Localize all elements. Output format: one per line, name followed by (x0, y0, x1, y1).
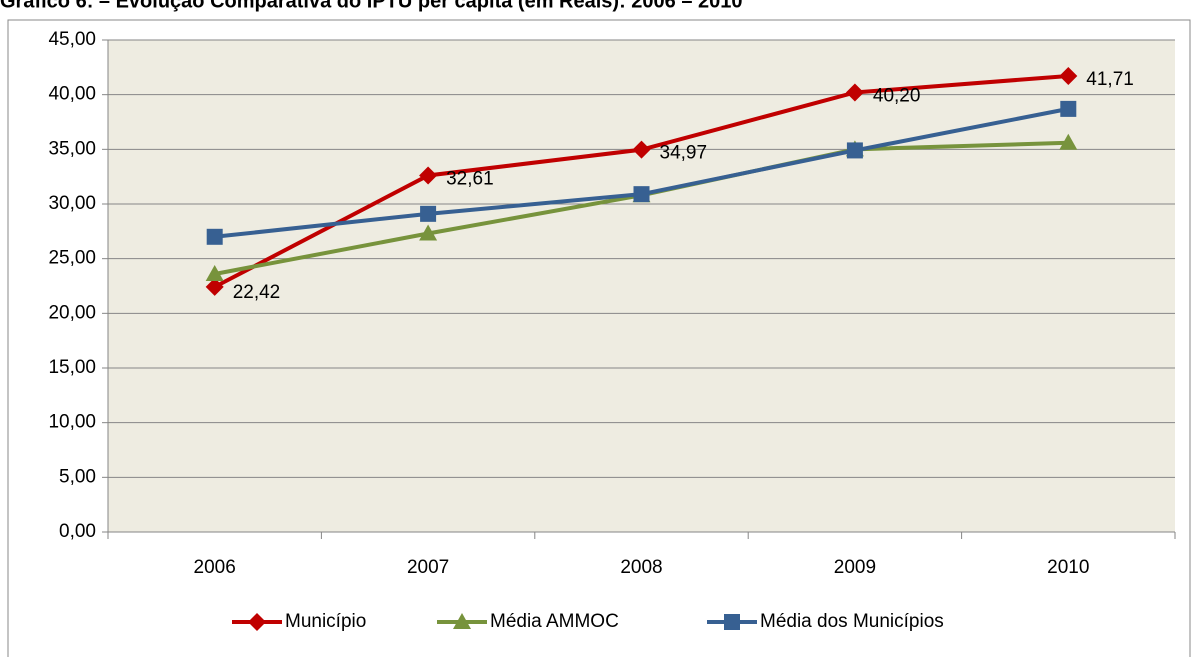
marker-diamond (1059, 66, 1078, 85)
marker-square (420, 205, 437, 222)
x-tick-label: 2007 (407, 557, 449, 578)
marker-diamond (419, 166, 438, 185)
data-label: 34,97 (660, 143, 708, 164)
x-tick-label: 2006 (194, 557, 236, 578)
legend-label: Média AMMOC (490, 611, 619, 632)
marker-square (206, 228, 223, 245)
marker-diamond (205, 277, 224, 296)
marker-square (1060, 100, 1077, 117)
chart-title: Gráfico 6: – Evolução Comparativa do IPT… (0, 0, 743, 12)
marker-diamond (248, 613, 266, 631)
data-label: 32,61 (446, 168, 494, 189)
marker-diamond (632, 140, 651, 159)
marker-diamond (845, 83, 864, 102)
y-tick-label: 0,00 (59, 521, 96, 542)
y-tick-label: 15,00 (48, 357, 96, 378)
y-tick-label: 30,00 (48, 193, 96, 214)
marker-triangle (1059, 133, 1078, 150)
y-tick-label: 35,00 (48, 138, 96, 159)
y-tick-label: 10,00 (48, 412, 96, 433)
legend-label: Média dos Municípios (760, 611, 944, 632)
marker-triangle (453, 613, 471, 629)
marker-square (633, 186, 650, 203)
y-tick-label: 40,00 (48, 84, 96, 105)
marker-square (846, 142, 863, 159)
x-tick-label: 2009 (834, 557, 876, 578)
marker-triangle (205, 264, 224, 281)
x-tick-label: 2010 (1047, 557, 1089, 578)
marker-square (724, 614, 740, 630)
x-tick-label: 2008 (620, 557, 662, 578)
marker-triangle (419, 224, 438, 241)
data-label: 40,20 (873, 85, 921, 106)
data-label: 41,71 (1086, 69, 1134, 90)
y-tick-label: 25,00 (48, 248, 96, 269)
y-tick-label: 45,00 (48, 29, 96, 50)
legend-label: Município (285, 611, 366, 632)
y-tick-label: 20,00 (48, 302, 96, 323)
data-label: 22,42 (233, 282, 281, 303)
y-tick-label: 5,00 (59, 466, 96, 487)
